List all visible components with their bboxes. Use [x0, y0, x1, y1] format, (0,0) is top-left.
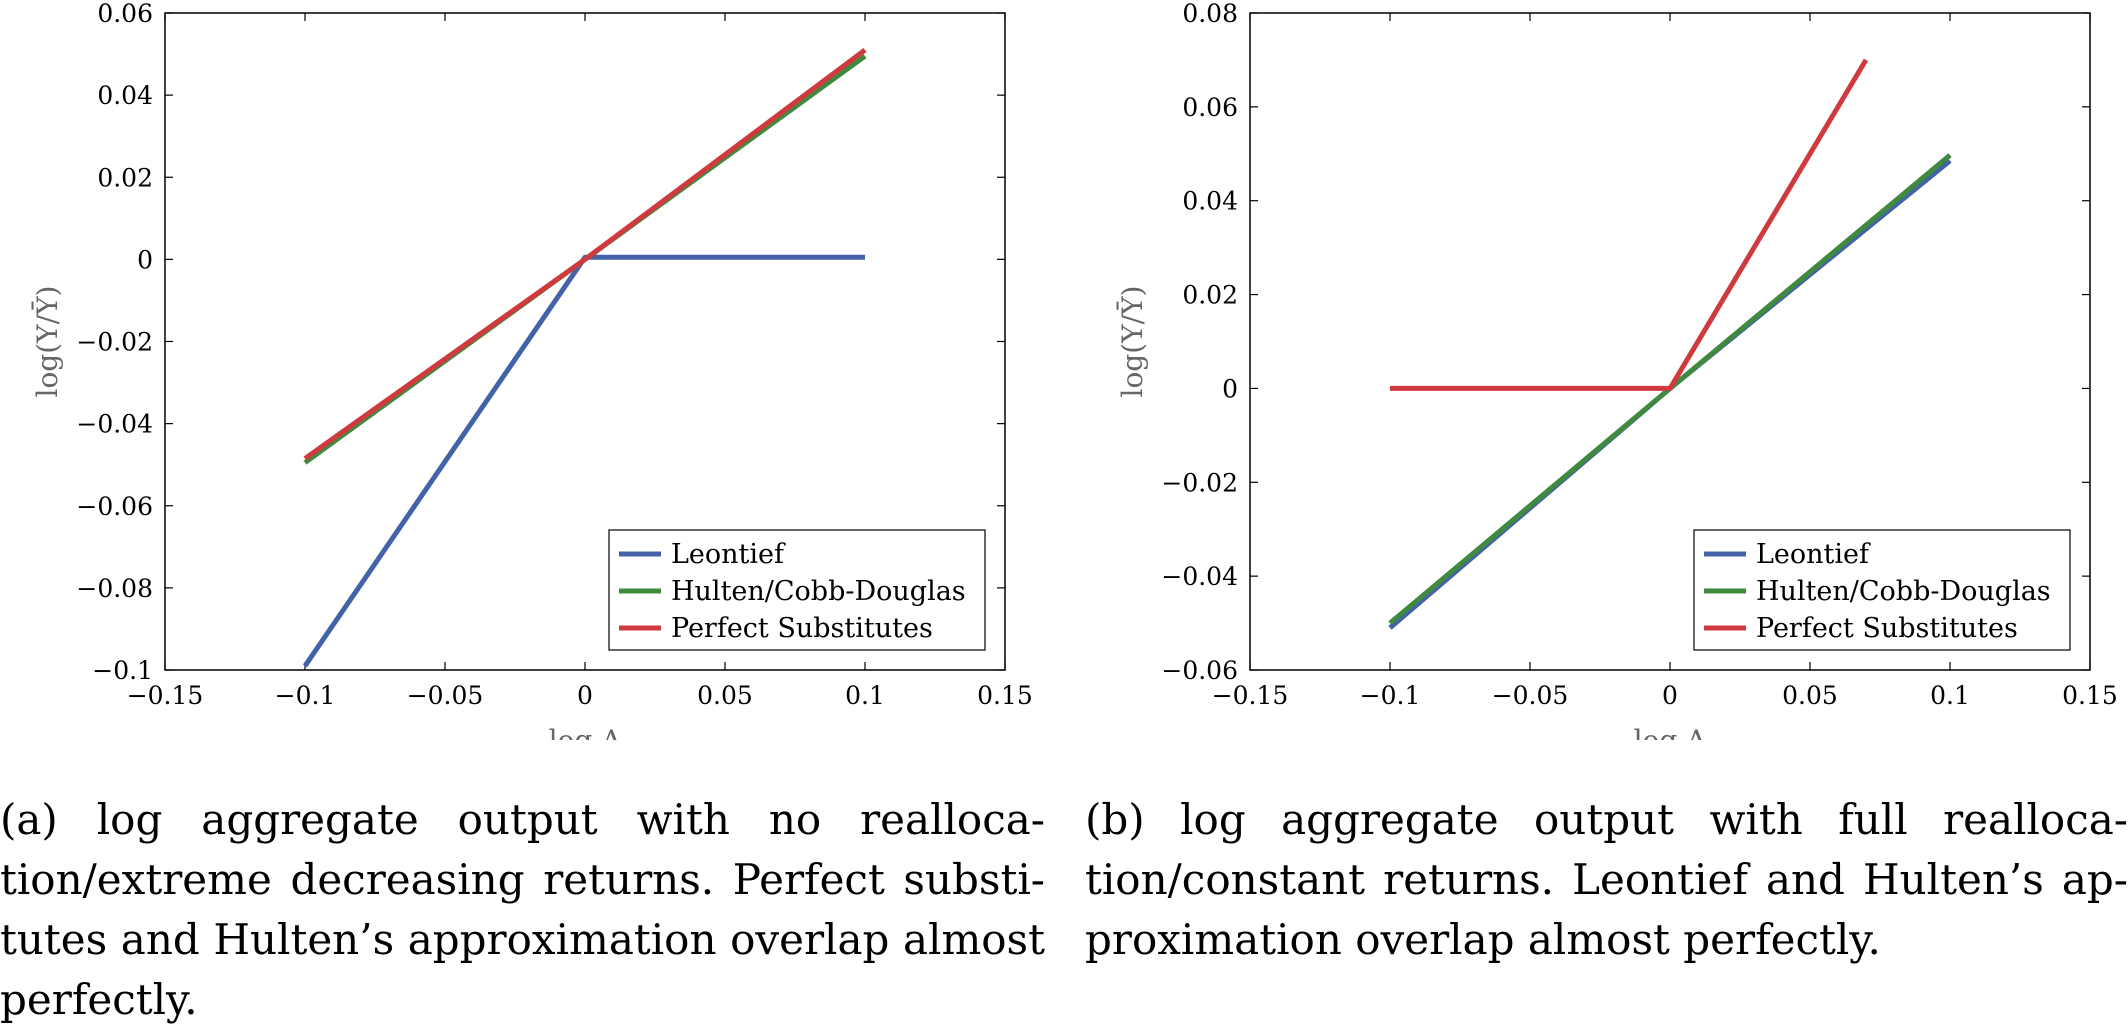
panel-a-x-tick-label: −0.05: [407, 681, 484, 710]
panel-b-legend-label-leontief: Leontief: [1756, 539, 1871, 570]
panel-b-y-tick-label: 0.04: [1182, 187, 1238, 216]
panel-b-x-axis-label: log A: [1634, 724, 1708, 740]
panel-b-x-tick-label: −0.15: [1212, 681, 1289, 710]
panel-a-chart: −0.15 −0.1 −0.05 0 0.05 0.1 0.150.060.040.020−…: [31, 0, 1033, 740]
panel-a-legend-label-hulten-cobb-douglas: Hulten/Cobb-Douglas: [671, 576, 966, 607]
panel-a-y-axis-label: log(Y/Ȳ): [31, 286, 64, 398]
panel-b-y-tick-label: 0.06: [1182, 93, 1238, 122]
panel-a-y-tick-label: −0.06: [76, 492, 153, 521]
panel-a-x-tick-label: −0.15: [127, 681, 204, 710]
panel-b-legend-label-perfect-substitutes: Perfect Substitutes: [1756, 613, 2018, 644]
panel-b-series-perfect-substitutes: [1390, 58, 1869, 391]
panel-a-x-tick-label: 0.05: [697, 681, 753, 710]
panel-b-y-tick-label: −0.06: [1161, 656, 1238, 685]
panel-a-y-tick-label: −0.02: [76, 328, 153, 357]
panel-b-y-tick-label: 0: [1222, 374, 1238, 403]
panel-a-x-tick-label: 0.1: [845, 681, 885, 710]
panel-a-legend-box: [608, 529, 986, 651]
panel-b-y-tick-label: −0.04: [1161, 562, 1238, 591]
panel-a-y-tick-label: −0.1: [92, 656, 153, 685]
panel-a-x-tick-label: 0.15: [977, 681, 1033, 710]
panel-b-x-tick-label: 0.15: [2062, 681, 2118, 710]
panel-a-y-tick-label: 0: [137, 245, 153, 274]
panel-a-x-tick-label: −0.1: [275, 681, 336, 710]
panel-b-y-tick-label: 0.08: [1182, 0, 1238, 28]
panel-b-x-tick-label: −0.05: [1492, 681, 1569, 710]
caption-b: (b) log aggregate output with full reall…: [1085, 795, 2128, 964]
panel-b-legend-box: [1693, 529, 2071, 651]
panel-a-legend-label-leontief: Leontief: [671, 539, 786, 570]
panel-b-x-tick-label: 0.1: [1930, 681, 1970, 710]
panel-a-y-tick-label: 0.06: [97, 0, 153, 28]
panel-a-y-tick-label: −0.04: [76, 410, 153, 439]
panel-b-x-tick-label: 0: [1662, 681, 1678, 710]
panel-a-y-tick-label: 0.02: [97, 163, 153, 192]
panel-b-chart: −0.15 −0.1 −0.05 0 0.05 0.1 0.15 0.08 0.06 0.04 0.…: [1116, 0, 2118, 740]
panel-a-series-perfect-substitutes: [303, 47, 867, 461]
figure: −0.15 −0.1 −0.05 0 0.05 0.1 0.150.060.040.020−…: [31, 0, 2118, 740]
panel-a-x-axis-label: log A: [549, 724, 623, 740]
panel-b-x-tick-label: −0.1: [1360, 681, 1421, 710]
panel-b-y-tick-label: −0.02: [1161, 468, 1238, 497]
panel-b-y-tick-label: 0.02: [1182, 281, 1238, 310]
panel-b-y-axis-label: log(Y/Ȳ): [1116, 286, 1149, 398]
panel-a-y-tick-label: 0.04: [97, 81, 153, 110]
panel-a-legend-label-perfect-substitutes: Perfect Substitutes: [671, 613, 933, 644]
panel-a-x-tick-label: 0: [577, 681, 593, 710]
panel-b-x-tick-label: 0.05: [1782, 681, 1838, 710]
caption-a: (a) log aggregate output with no realloc…: [0, 795, 1045, 1024]
panel-a-y-tick-label: −0.08: [76, 574, 153, 603]
panel-b-legend-label-hulten-cobb-douglas: Hulten/Cobb-Douglas: [1756, 576, 2051, 607]
